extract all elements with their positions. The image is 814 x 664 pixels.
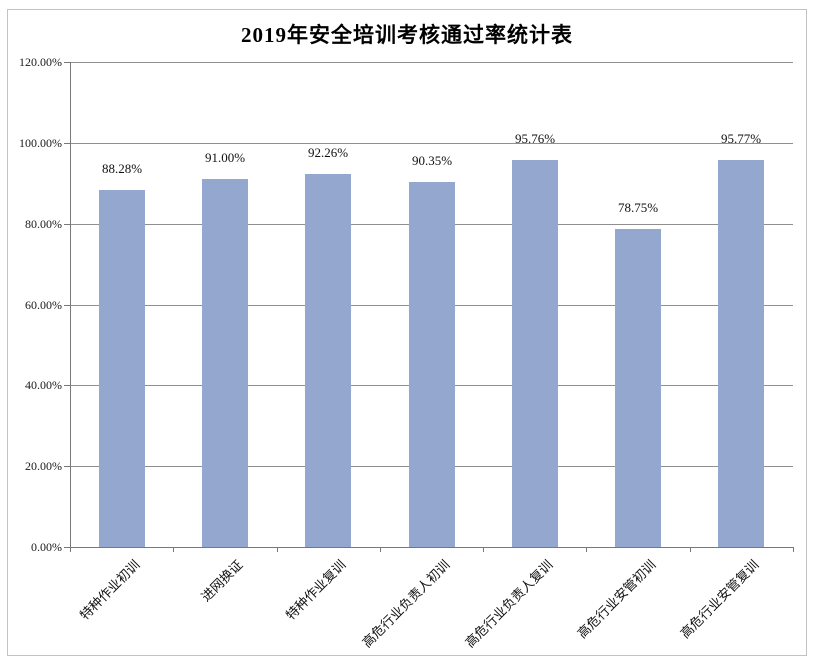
x-tick-mark xyxy=(483,547,484,552)
bar-value-label: 95.77% xyxy=(720,131,762,146)
x-tick-mark xyxy=(70,547,71,552)
x-tick-mark xyxy=(173,547,174,552)
y-tick-mark xyxy=(64,224,70,225)
y-tick-label: 20.00% xyxy=(25,459,62,473)
y-tick-label: 40.00% xyxy=(25,378,62,392)
bar-value-label: 92.26% xyxy=(307,145,349,160)
chart-title: 2019年安全培训考核通过率统计表 xyxy=(241,23,573,47)
y-tick-mark xyxy=(64,62,70,63)
bar-value-label: 78.75% xyxy=(617,200,659,215)
x-tick-mark xyxy=(380,547,381,552)
bar xyxy=(409,182,455,547)
bar-value-label: 91.00% xyxy=(204,150,246,165)
bar xyxy=(512,160,558,547)
bar-value-label: 88.28% xyxy=(101,161,143,176)
bar xyxy=(99,190,145,547)
y-tick-mark xyxy=(64,547,70,548)
y-tick-label: 0.00% xyxy=(31,540,62,554)
bar xyxy=(305,174,351,547)
y-tick-mark xyxy=(64,466,70,467)
x-tick-mark xyxy=(793,547,794,552)
x-tick-mark xyxy=(586,547,587,552)
bar xyxy=(615,229,661,547)
x-axis-line xyxy=(70,547,794,548)
y-axis-line xyxy=(70,62,71,548)
bar xyxy=(202,179,248,547)
y-tick-label: 120.00% xyxy=(19,55,62,69)
bar-value-label: 90.35% xyxy=(411,153,453,168)
y-tick-label: 60.00% xyxy=(25,298,62,312)
x-tick-mark xyxy=(277,547,278,552)
x-tick-mark xyxy=(690,547,691,552)
y-tick-mark xyxy=(64,305,70,306)
bar xyxy=(718,160,764,547)
bar-value-label: 95.76% xyxy=(514,131,556,146)
gridline xyxy=(70,143,793,144)
y-tick-label: 80.00% xyxy=(25,217,62,231)
y-tick-mark xyxy=(64,143,70,144)
y-tick-label: 100.00% xyxy=(19,136,62,150)
gridline xyxy=(70,62,793,63)
y-tick-mark xyxy=(64,385,70,386)
